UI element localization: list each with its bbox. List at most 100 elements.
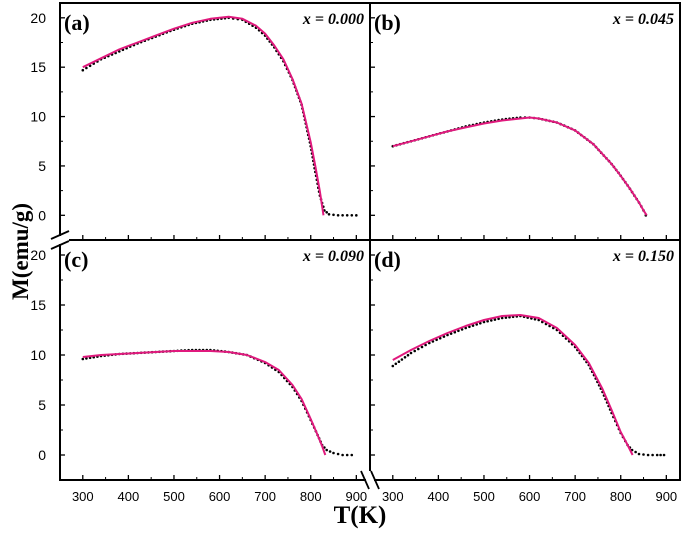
data-dot — [651, 453, 654, 457]
x-tick-label: 600 — [519, 489, 541, 504]
data-dot — [81, 68, 85, 72]
fit-line — [392, 116, 648, 216]
data-dot — [646, 453, 650, 457]
data-dot — [460, 328, 464, 331]
x-tick-label: 600 — [209, 489, 231, 504]
break-line — [360, 470, 370, 490]
data-dot — [634, 450, 637, 454]
y-tick-label: 5 — [38, 158, 46, 174]
data-dot — [391, 364, 395, 368]
data-dot — [497, 317, 500, 321]
panel-b: (b) x = 0.045 — [369, 2, 681, 241]
data-dot — [332, 451, 335, 455]
data-dot — [453, 330, 457, 334]
data-dot — [479, 321, 482, 325]
x-tick-label: 300 — [72, 489, 94, 504]
panel-a: 0 5 10 15 20 (a) x = 0.000 — [30, 2, 371, 241]
y-tick-label: 15 — [30, 297, 46, 313]
data-dot — [493, 318, 497, 321]
y-tick-label: 15 — [30, 59, 46, 75]
data-dot — [457, 329, 460, 333]
data-dot — [413, 349, 417, 353]
data-dot — [655, 453, 659, 457]
x-tick-label: 500 — [473, 489, 495, 504]
data-dot — [325, 211, 329, 214]
panel-c: 0 5 10 15 20 300 400 500 600 700 800 900 (c) x = 0.09… — [30, 239, 371, 504]
composition-annotation: x = 0.150 — [612, 248, 674, 265]
panel-d: 300 400 500 600 700 800 900 (d) x = 0.150 — [369, 239, 681, 504]
panel-frame — [369, 239, 681, 481]
break-line — [50, 240, 70, 250]
panel-frame — [59, 2, 371, 241]
x-tick-label: 500 — [163, 489, 185, 504]
x-tick-label: 400 — [428, 489, 450, 504]
y-tick-label: 20 — [30, 10, 46, 26]
data-dot — [486, 319, 489, 323]
data-dot — [345, 453, 349, 457]
panel-label: (c) — [64, 247, 88, 272]
panel-label: (b) — [374, 10, 401, 35]
break-gap — [366, 471, 374, 489]
data-dot — [350, 453, 354, 457]
data-dot — [341, 453, 344, 457]
data-dot — [355, 214, 358, 217]
data-dot — [403, 356, 407, 359]
y-tick-label: 0 — [38, 207, 46, 223]
data-dot — [397, 360, 401, 364]
data-dot — [659, 453, 662, 457]
data-dot — [504, 316, 508, 319]
data-dot — [325, 448, 329, 452]
data-dot — [350, 214, 354, 217]
data-dot — [533, 317, 537, 321]
y-tick-label: 10 — [30, 109, 46, 125]
data-dot — [81, 357, 85, 361]
data-dot — [449, 332, 453, 335]
break-line — [50, 230, 70, 240]
data-dot — [637, 452, 641, 456]
data-dot — [490, 319, 493, 322]
data-dot — [420, 345, 424, 349]
x-tick-label: 800 — [300, 489, 322, 504]
data-dot — [85, 357, 88, 360]
x-tick-label: 700 — [564, 489, 586, 504]
data-dot — [417, 347, 420, 351]
x-tick-label: 400 — [118, 489, 140, 504]
data-dot — [336, 214, 340, 217]
data-dot — [482, 320, 486, 324]
data-dot — [336, 452, 340, 456]
composition-annotation: x = 0.090 — [302, 248, 364, 265]
y-axis-break — [50, 230, 70, 250]
y-tick-label: 0 — [38, 447, 46, 463]
fit-line — [392, 314, 634, 456]
data-dot — [400, 358, 404, 361]
data-dot — [662, 453, 666, 457]
fit-line — [82, 350, 327, 456]
y-axis-title: M(emu/g) — [8, 202, 33, 300]
break-gap — [51, 236, 69, 244]
data-dot — [85, 66, 88, 70]
data-dot — [500, 316, 504, 320]
panel-frame — [369, 2, 681, 241]
data-dot — [471, 324, 475, 327]
data-dot — [332, 213, 335, 217]
data-dot — [327, 213, 331, 216]
panels-layer: 0 5 10 15 20 (a) x = 0.000 (b) x = 0.045 0 5 10 15 20… — [30, 2, 681, 504]
data-dot — [394, 362, 398, 366]
data-dot — [475, 323, 479, 326]
data-dot — [409, 351, 413, 355]
data-dot — [328, 450, 332, 453]
y-tick-label: 10 — [30, 347, 46, 363]
composition-annotation: x = 0.045 — [612, 11, 674, 28]
x-tick-label: 900 — [345, 489, 367, 504]
y-tick-label: 20 — [30, 247, 46, 263]
y-tick-label: 5 — [38, 397, 46, 413]
x-tick-label: 700 — [254, 489, 276, 504]
break-line — [370, 470, 380, 490]
data-dot — [468, 325, 471, 329]
x-axis-break — [360, 470, 380, 490]
x-tick-label: 300 — [382, 489, 404, 504]
data-dot — [642, 453, 645, 456]
panel-label: (d) — [374, 247, 401, 272]
panel-frame — [59, 239, 371, 481]
